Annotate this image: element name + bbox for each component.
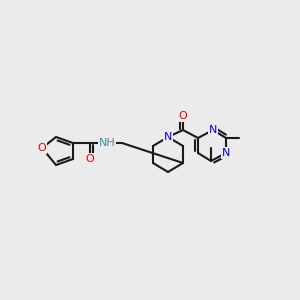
Text: NH: NH	[99, 138, 116, 148]
Text: O: O	[38, 143, 46, 153]
Text: N: N	[222, 148, 230, 158]
Text: N: N	[164, 132, 172, 142]
Text: O: O	[178, 111, 188, 121]
Text: N: N	[209, 125, 217, 135]
Text: O: O	[85, 154, 94, 164]
